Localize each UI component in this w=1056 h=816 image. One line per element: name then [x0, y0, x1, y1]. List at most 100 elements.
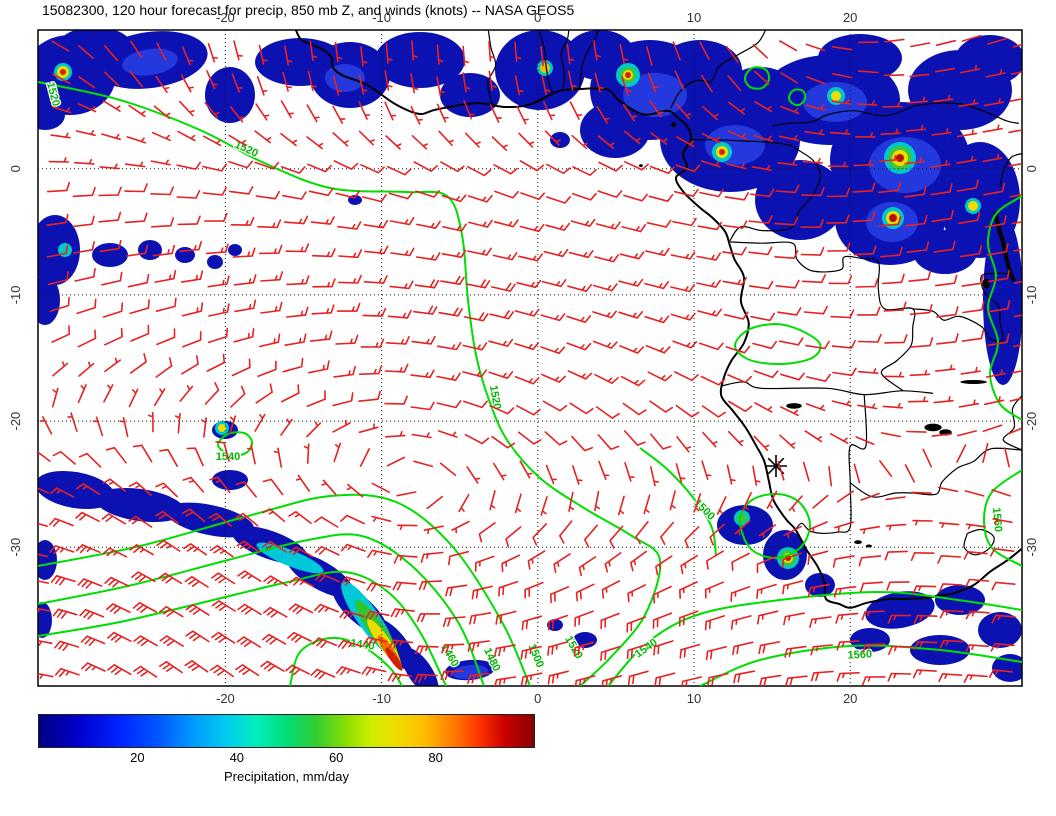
height-contour-1520	[38, 81, 662, 686]
precip-core	[218, 424, 226, 432]
country-border	[1002, 395, 1022, 451]
contour-label: 1540	[633, 637, 660, 661]
graticule	[38, 30, 1022, 686]
precip-blob	[805, 573, 835, 597]
colorbar-tick: 20	[130, 750, 145, 765]
lon-tick-label-top: 10	[687, 10, 701, 25]
precip-blob	[95, 487, 185, 523]
height-contour-1460	[38, 570, 447, 686]
height-contour-1500	[738, 492, 812, 560]
country-border	[721, 381, 934, 396]
contour-label: 1440	[349, 637, 375, 652]
country-border	[487, 30, 497, 106]
colorbar-tick: 40	[229, 750, 245, 765]
precip-blob	[755, 160, 845, 240]
precip-blob	[138, 240, 162, 260]
country-border	[963, 528, 995, 556]
country-border	[690, 139, 790, 146]
precip-blob	[38, 602, 52, 638]
height-contour-1560	[699, 644, 1022, 686]
country-border	[999, 153, 1022, 187]
lon-tick-label-top: -20	[216, 10, 235, 25]
country-border	[729, 144, 822, 242]
precip-highlight	[325, 64, 365, 92]
precip-blob	[955, 35, 1022, 85]
precip-blob	[983, 215, 1022, 385]
precip-core	[968, 201, 978, 211]
colorbar-title: Precipitation, mm/day	[224, 769, 349, 784]
precip-blob	[38, 540, 57, 580]
lat-tick-label-right: -30	[1024, 538, 1039, 557]
precip-blob	[38, 470, 115, 510]
country-border	[579, 30, 599, 90]
precip-blob	[38, 100, 65, 130]
lon-tick-label-top: 20	[843, 10, 857, 25]
lake	[639, 164, 643, 168]
precip-blob	[207, 255, 223, 269]
colorbar: 20 40 60 80 Precipitation, mm/day	[38, 714, 535, 784]
lake	[786, 403, 802, 409]
wind-barbs	[38, 34, 1022, 686]
precip-highlight	[623, 73, 687, 117]
contour-label: 1560	[847, 648, 872, 661]
contour-label: 1460	[438, 642, 461, 669]
grid-lines	[38, 30, 1022, 686]
height-contour-1540	[217, 431, 254, 457]
contour-label: 1520	[487, 384, 503, 410]
precip-highlight	[705, 125, 765, 165]
precip-blob	[205, 67, 255, 123]
lon-tick-label-bottom: -10	[372, 691, 391, 706]
height-contour-layer	[38, 66, 1022, 686]
precip-core	[540, 63, 550, 73]
coastline-africa	[294, 30, 1022, 609]
lat-tick-label-left: 0	[8, 165, 23, 172]
lat-tick-label-left: -10	[8, 286, 23, 305]
lon-tick-label-bottom: 10	[687, 691, 701, 706]
colorbar-tick-labels: 20 40 60 80	[38, 748, 535, 766]
precip-blob	[573, 632, 597, 648]
country-border	[670, 30, 767, 109]
colorbar-tick: 80	[428, 750, 443, 765]
lake	[960, 380, 987, 384]
precip-core	[719, 149, 725, 155]
precip-core	[831, 91, 841, 101]
lon-tick-label-top: -10	[372, 10, 391, 25]
precip-highlight	[256, 542, 324, 574]
height-contour-1500	[639, 447, 717, 557]
precip-core	[60, 69, 66, 75]
lake	[982, 278, 990, 289]
height-contour-1520	[743, 66, 771, 90]
country-border	[795, 394, 868, 535]
precip-blob	[401, 647, 439, 686]
country-border	[912, 272, 1012, 342]
contour-label: 1520	[233, 139, 260, 160]
height-contour-1560	[982, 469, 1022, 567]
precip-blob	[547, 619, 563, 631]
colorbar-tick: 60	[328, 750, 344, 765]
height-contour-1500	[38, 493, 531, 686]
lat-tick-label-left: -20	[8, 412, 23, 431]
precip-core	[625, 72, 631, 78]
lake	[924, 423, 942, 432]
precip-blob	[580, 102, 650, 158]
country-border	[560, 30, 570, 91]
lon-tick-label-bottom: 0	[534, 691, 541, 706]
precip-blob	[375, 32, 465, 88]
lat-tick-label-right: 0	[1024, 165, 1039, 172]
precip-blob	[212, 470, 248, 490]
lat-tick-label-right: -10	[1024, 286, 1039, 305]
height-contour-1480	[38, 533, 485, 686]
precip-blob	[818, 34, 902, 82]
wind-barb-layer	[38, 34, 1022, 686]
lake	[865, 544, 873, 548]
precip-blob	[228, 244, 242, 256]
height-contour-1520	[986, 195, 1022, 421]
precip-blob	[38, 275, 60, 325]
station-asterisk	[767, 457, 785, 475]
lake	[671, 122, 676, 128]
lon-tick-label-top: 0	[534, 10, 541, 25]
height-contour-1520	[787, 88, 807, 107]
precip-blob	[165, 502, 255, 538]
